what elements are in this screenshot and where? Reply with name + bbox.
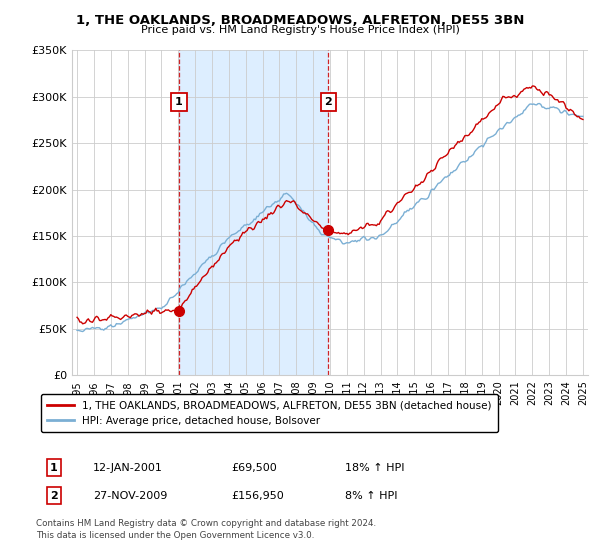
Text: £69,500: £69,500 [231, 463, 277, 473]
Legend: 1, THE OAKLANDS, BROADMEADOWS, ALFRETON, DE55 3BN (detached house), HPI: Average: 1, THE OAKLANDS, BROADMEADOWS, ALFRETON,… [41, 394, 497, 432]
Text: 2: 2 [325, 97, 332, 108]
Bar [179, 50, 328, 375]
Text: This data is licensed under the Open Government Licence v3.0.: This data is licensed under the Open Gov… [36, 531, 314, 540]
Text: Price paid vs. HM Land Registry's House Price Index (HPI): Price paid vs. HM Land Registry's House … [140, 25, 460, 35]
Text: 8% ↑ HPI: 8% ↑ HPI [345, 491, 398, 501]
Text: 27-NOV-2009: 27-NOV-2009 [93, 491, 167, 501]
Text: 18% ↑ HPI: 18% ↑ HPI [345, 463, 404, 473]
Text: Contains HM Land Registry data © Crown copyright and database right 2024.: Contains HM Land Registry data © Crown c… [36, 519, 376, 528]
Text: 1, THE OAKLANDS, BROADMEADOWS, ALFRETON, DE55 3BN: 1, THE OAKLANDS, BROADMEADOWS, ALFRETON,… [76, 14, 524, 27]
Text: 12-JAN-2001: 12-JAN-2001 [93, 463, 163, 473]
Text: £156,950: £156,950 [231, 491, 284, 501]
Text: 1: 1 [175, 97, 183, 108]
Text: 2: 2 [50, 491, 58, 501]
Text: 1: 1 [50, 463, 58, 473]
